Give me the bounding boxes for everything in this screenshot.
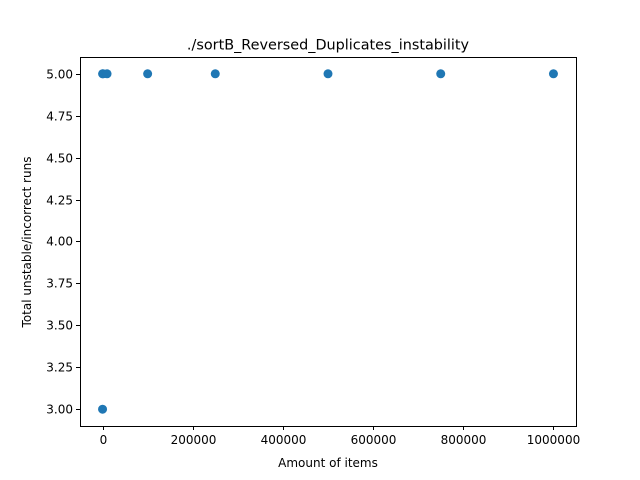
chart-title: ./sortB_Reversed_Duplicates_instability bbox=[187, 38, 470, 54]
x-tick-label: 200000 bbox=[171, 433, 217, 447]
y-tick-label: 4.25 bbox=[46, 194, 73, 208]
y-axis-label: Total unstable/incorrect runs bbox=[20, 157, 34, 329]
y-tick-label: 3.25 bbox=[46, 361, 73, 375]
plot-frame bbox=[80, 57, 577, 427]
data-points bbox=[98, 69, 558, 414]
x-tick-label: 0 bbox=[100, 433, 108, 447]
x-tick-label: 600000 bbox=[351, 433, 397, 447]
data-point bbox=[102, 69, 112, 79]
y-tick-label: 4.75 bbox=[46, 110, 73, 124]
data-point bbox=[210, 69, 220, 79]
data-point bbox=[436, 69, 446, 79]
x-tick-label: 400000 bbox=[261, 433, 307, 447]
y-tick-label: 3.50 bbox=[46, 319, 73, 333]
data-point bbox=[548, 69, 558, 79]
data-point bbox=[323, 69, 333, 79]
y-tick-label: 3.00 bbox=[46, 403, 73, 417]
axis-ticks: 0 200000 400000 600000 800000 1000000 3.00 3.25… bbox=[46, 68, 580, 448]
y-tick-label: 4.50 bbox=[46, 152, 73, 166]
x-axis-label: Amount of items bbox=[278, 456, 378, 470]
y-tick-label: 5.00 bbox=[46, 68, 73, 82]
y-tick-label: 4.00 bbox=[46, 235, 73, 249]
data-point bbox=[98, 404, 108, 414]
x-tick-label: 800000 bbox=[441, 433, 487, 447]
y-tick-label: 3.75 bbox=[46, 277, 73, 291]
x-tick-label: 1000000 bbox=[527, 433, 580, 447]
data-point bbox=[143, 69, 153, 79]
